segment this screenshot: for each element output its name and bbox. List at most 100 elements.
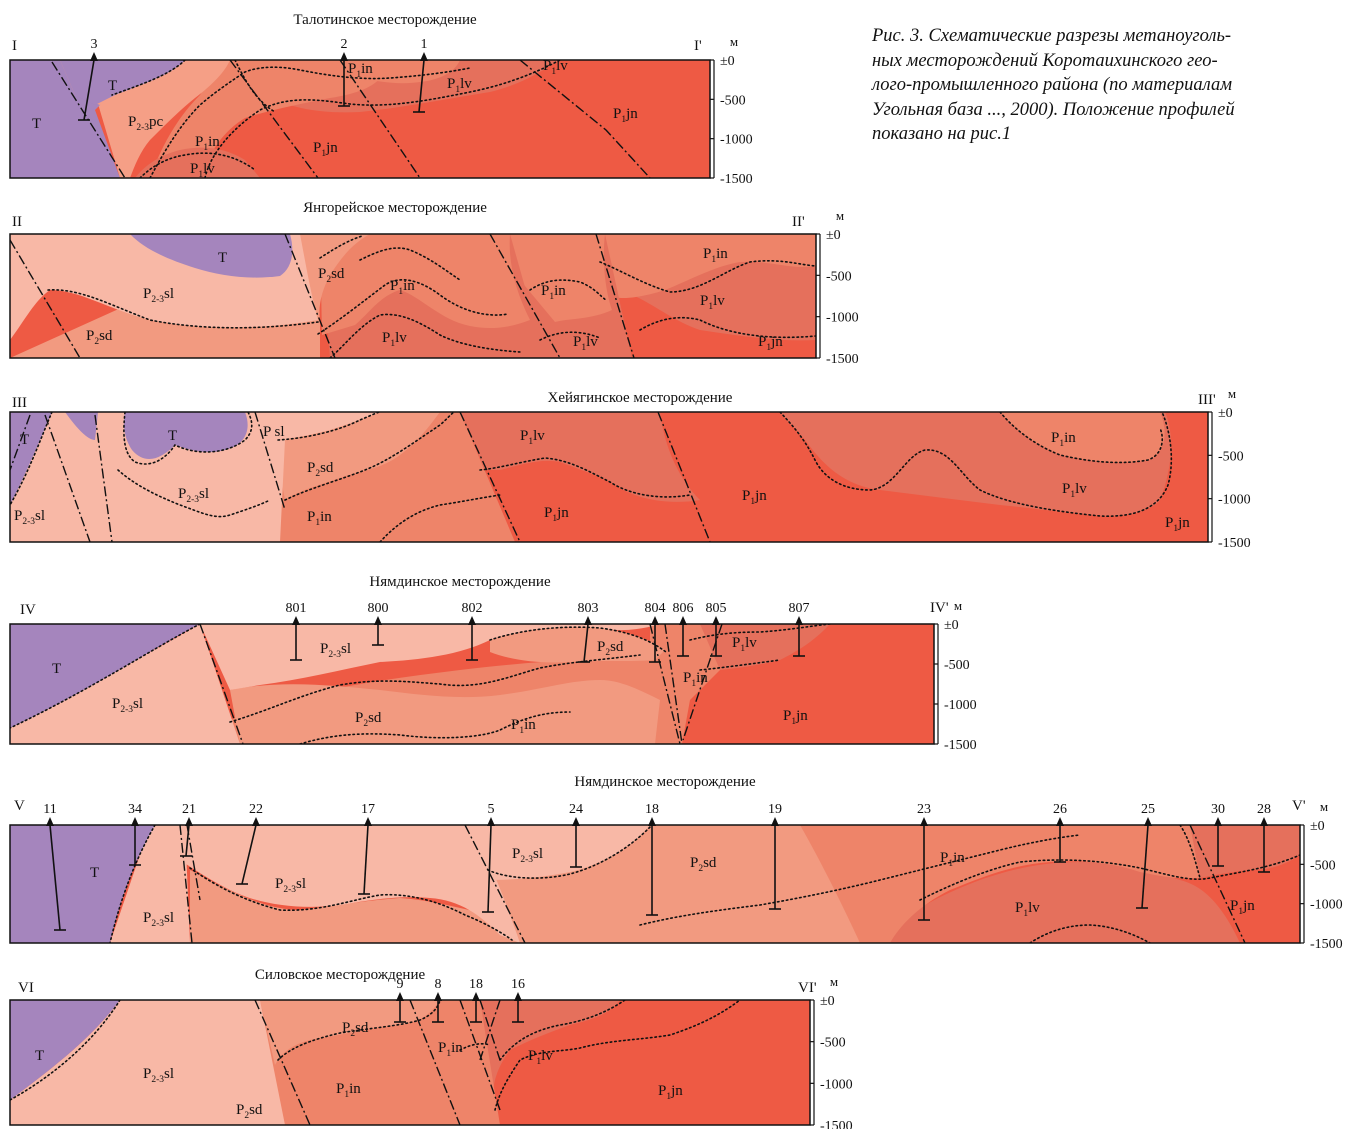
unit-suffix: sl (164, 1066, 174, 1082)
unit-subscript: 2-3 (283, 885, 296, 895)
borehole-collar-marker (46, 817, 54, 826)
unit-suffix: in (696, 670, 708, 686)
section-title: Хейягинское месторождение (548, 390, 733, 406)
contact-line (599, 259, 816, 293)
depth-tick-label: ±0 (1218, 406, 1233, 421)
contact-line (1029, 924, 1151, 943)
fault-line (409, 1000, 461, 1125)
borehole-number: 34 (128, 802, 142, 817)
section-title: Янгорейское месторождение (303, 200, 487, 216)
unit-label: P2-3sl (512, 846, 543, 865)
section-start-label: III (12, 395, 27, 411)
borehole: 30 (1211, 802, 1225, 867)
unit-suffix: in (361, 61, 373, 77)
borehole: 17 (358, 802, 375, 895)
depth-scale: м ±0 -500 -1000 -1500 (1208, 386, 1251, 551)
section-start-label: VI (18, 980, 34, 996)
fault-line (459, 1000, 501, 1111)
borehole: 26 (1053, 802, 1067, 863)
unit-subscript: 2-3 (120, 705, 133, 715)
unit-symbol: P sl (263, 424, 285, 440)
depth-tick-label: -500 (1310, 858, 1336, 873)
unit-label: P2-3sl (143, 286, 174, 305)
borehole-collar-marker (420, 52, 428, 61)
contact-line (999, 412, 1164, 464)
unit-subscript: 1 (1070, 490, 1075, 500)
borehole-collar-marker (795, 616, 803, 625)
unit-subscript: 1 (621, 115, 626, 125)
contact-line (277, 412, 381, 441)
unit-label: P1lv (700, 293, 725, 312)
section-units (10, 60, 710, 178)
unit-subscript: 1 (791, 717, 796, 727)
borehole-number: 30 (1211, 802, 1225, 817)
unit-subscript: 1 (356, 70, 361, 80)
unit-label: P1lv (528, 1048, 553, 1067)
borehole-number: 8 (435, 977, 442, 992)
contact-line (277, 1000, 441, 1061)
borehole-collar-marker (651, 616, 659, 625)
unit-symbol: P (143, 1066, 151, 1082)
borehole-number: 24 (569, 802, 583, 817)
unit-symbol: P (86, 328, 94, 344)
unit-symbol: P (512, 846, 520, 862)
unit-subscript: 2 (698, 864, 703, 874)
section-title: Нямдинское месторождение (574, 774, 756, 790)
unit-suffix: sl (133, 696, 143, 712)
unit-label: P1jn (313, 140, 338, 159)
unit-suffix: jn (625, 106, 638, 122)
unit-label: T (90, 865, 99, 881)
depth-tick-label: -1000 (944, 698, 977, 713)
borehole: 11 (43, 802, 66, 931)
unit-label: P1jn (544, 505, 569, 524)
borehole-number: 5 (488, 802, 495, 817)
unit-subscript: 1 (708, 302, 713, 312)
unit-label: P1lv (447, 76, 472, 95)
unit-label: P1lv (1015, 900, 1040, 919)
unit-suffix: in (349, 1081, 361, 1097)
borehole: 5 (482, 802, 495, 913)
unit-symbol: P (438, 1040, 446, 1056)
contact-line (539, 331, 601, 341)
unit-symbol: P (275, 876, 283, 892)
unit-suffix: in (208, 134, 220, 150)
depth-tick-label: ±0 (826, 228, 841, 243)
unit-symbol: P (342, 1020, 350, 1036)
borehole-number: 23 (917, 802, 931, 817)
unit-label: P1lv (732, 635, 757, 654)
borehole-number: 3 (91, 37, 98, 52)
contact-line (139, 152, 256, 178)
unit-label: T (52, 661, 61, 677)
unit-suffix: sd (610, 639, 624, 655)
unit-subscript: 1 (519, 726, 524, 736)
fault-line (657, 412, 711, 542)
section-labels: T T P2-3pc P1in P1lv P1in P1lv P1jn P1lv… (32, 58, 638, 180)
contact-line (123, 412, 253, 465)
section-end-label: V' (1292, 798, 1306, 814)
unit-label: P1lv (190, 161, 215, 180)
section-frame (9, 233, 817, 359)
unit-symbol: P (528, 1048, 536, 1064)
borehole-collar-marker (252, 817, 260, 826)
borehole-number: 11 (43, 802, 56, 817)
unit-symbol: P (313, 140, 321, 156)
borehole: 804 (645, 601, 666, 663)
unit-symbol: P (758, 334, 766, 350)
contact-line (47, 289, 319, 329)
unit-p1in (790, 825, 1200, 943)
unit-symbol: T (52, 661, 61, 677)
unit-subscript: 1 (315, 518, 320, 528)
unit-p23sl (10, 624, 240, 744)
unit-label: P2-3pc (128, 114, 164, 133)
contact-line (779, 412, 1173, 517)
caption-line: ных месторождений Коротаихинского гео- (872, 50, 1218, 71)
unit-suffix: jn (754, 488, 767, 504)
section-frame (9, 999, 811, 1126)
borehole-shaft (583, 623, 589, 663)
unit-subscript: 1 (552, 514, 557, 524)
fault-line (519, 60, 651, 178)
contact-line (359, 247, 461, 281)
unit-t (65, 412, 98, 440)
unit-label: P2-3sl (143, 910, 174, 929)
